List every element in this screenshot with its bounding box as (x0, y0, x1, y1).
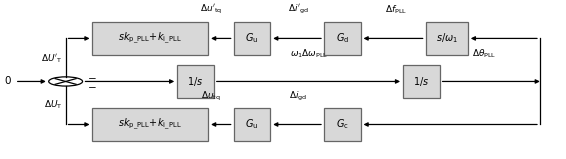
Text: $sk_{\rm p\_PLL}\!+\!k_{\rm i\_PLL}$: $sk_{\rm p\_PLL}\!+\!k_{\rm i\_PLL}$ (118, 31, 182, 46)
Text: $\Delta u'_{\rm tq}$: $\Delta u'_{\rm tq}$ (200, 3, 222, 16)
Text: $-$: $-$ (87, 81, 97, 91)
Text: $1/s$: $1/s$ (413, 75, 430, 88)
Text: $G_{\rm u}$: $G_{\rm u}$ (245, 118, 259, 131)
FancyBboxPatch shape (92, 21, 208, 55)
Text: $\Delta f_{\rm PLL}$: $\Delta f_{\rm PLL}$ (385, 4, 407, 16)
Text: $s/\omega_1$: $s/\omega_1$ (436, 31, 458, 45)
Text: $1/s$: $1/s$ (187, 75, 204, 88)
FancyBboxPatch shape (426, 21, 468, 55)
FancyBboxPatch shape (92, 108, 208, 141)
Text: $\Delta\theta_{\rm PLL}$: $\Delta\theta_{\rm PLL}$ (473, 47, 497, 60)
Text: $-$: $-$ (87, 72, 97, 82)
FancyBboxPatch shape (324, 108, 361, 141)
FancyBboxPatch shape (234, 21, 271, 55)
FancyBboxPatch shape (403, 65, 440, 98)
FancyBboxPatch shape (177, 65, 214, 98)
Text: $sk_{\rm p\_PLL}\!+\!k_{\rm i\_PLL}$: $sk_{\rm p\_PLL}\!+\!k_{\rm i\_PLL}$ (118, 117, 182, 132)
Text: $G_{\rm d}$: $G_{\rm d}$ (336, 31, 349, 45)
Text: $\Delta U'_{\rm T}$: $\Delta U'_{\rm T}$ (41, 52, 63, 65)
Text: $0$: $0$ (3, 74, 11, 86)
Text: $\Delta i_{\rm gd}$: $\Delta i_{\rm gd}$ (289, 90, 307, 103)
Text: $G_{\rm u}$: $G_{\rm u}$ (245, 31, 259, 45)
Text: $\omega_1\Delta\omega_{\rm PLL}$: $\omega_1\Delta\omega_{\rm PLL}$ (290, 47, 329, 60)
Text: $\Delta U_{\rm T}$: $\Delta U_{\rm T}$ (44, 98, 63, 111)
FancyBboxPatch shape (324, 21, 361, 55)
Text: $\Delta i'_{\rm gd}$: $\Delta i'_{\rm gd}$ (288, 3, 308, 16)
Text: $\Delta u_{\rm tq}$: $\Delta u_{\rm tq}$ (201, 90, 221, 103)
FancyBboxPatch shape (234, 108, 271, 141)
Text: $G_{\rm c}$: $G_{\rm c}$ (336, 118, 349, 131)
